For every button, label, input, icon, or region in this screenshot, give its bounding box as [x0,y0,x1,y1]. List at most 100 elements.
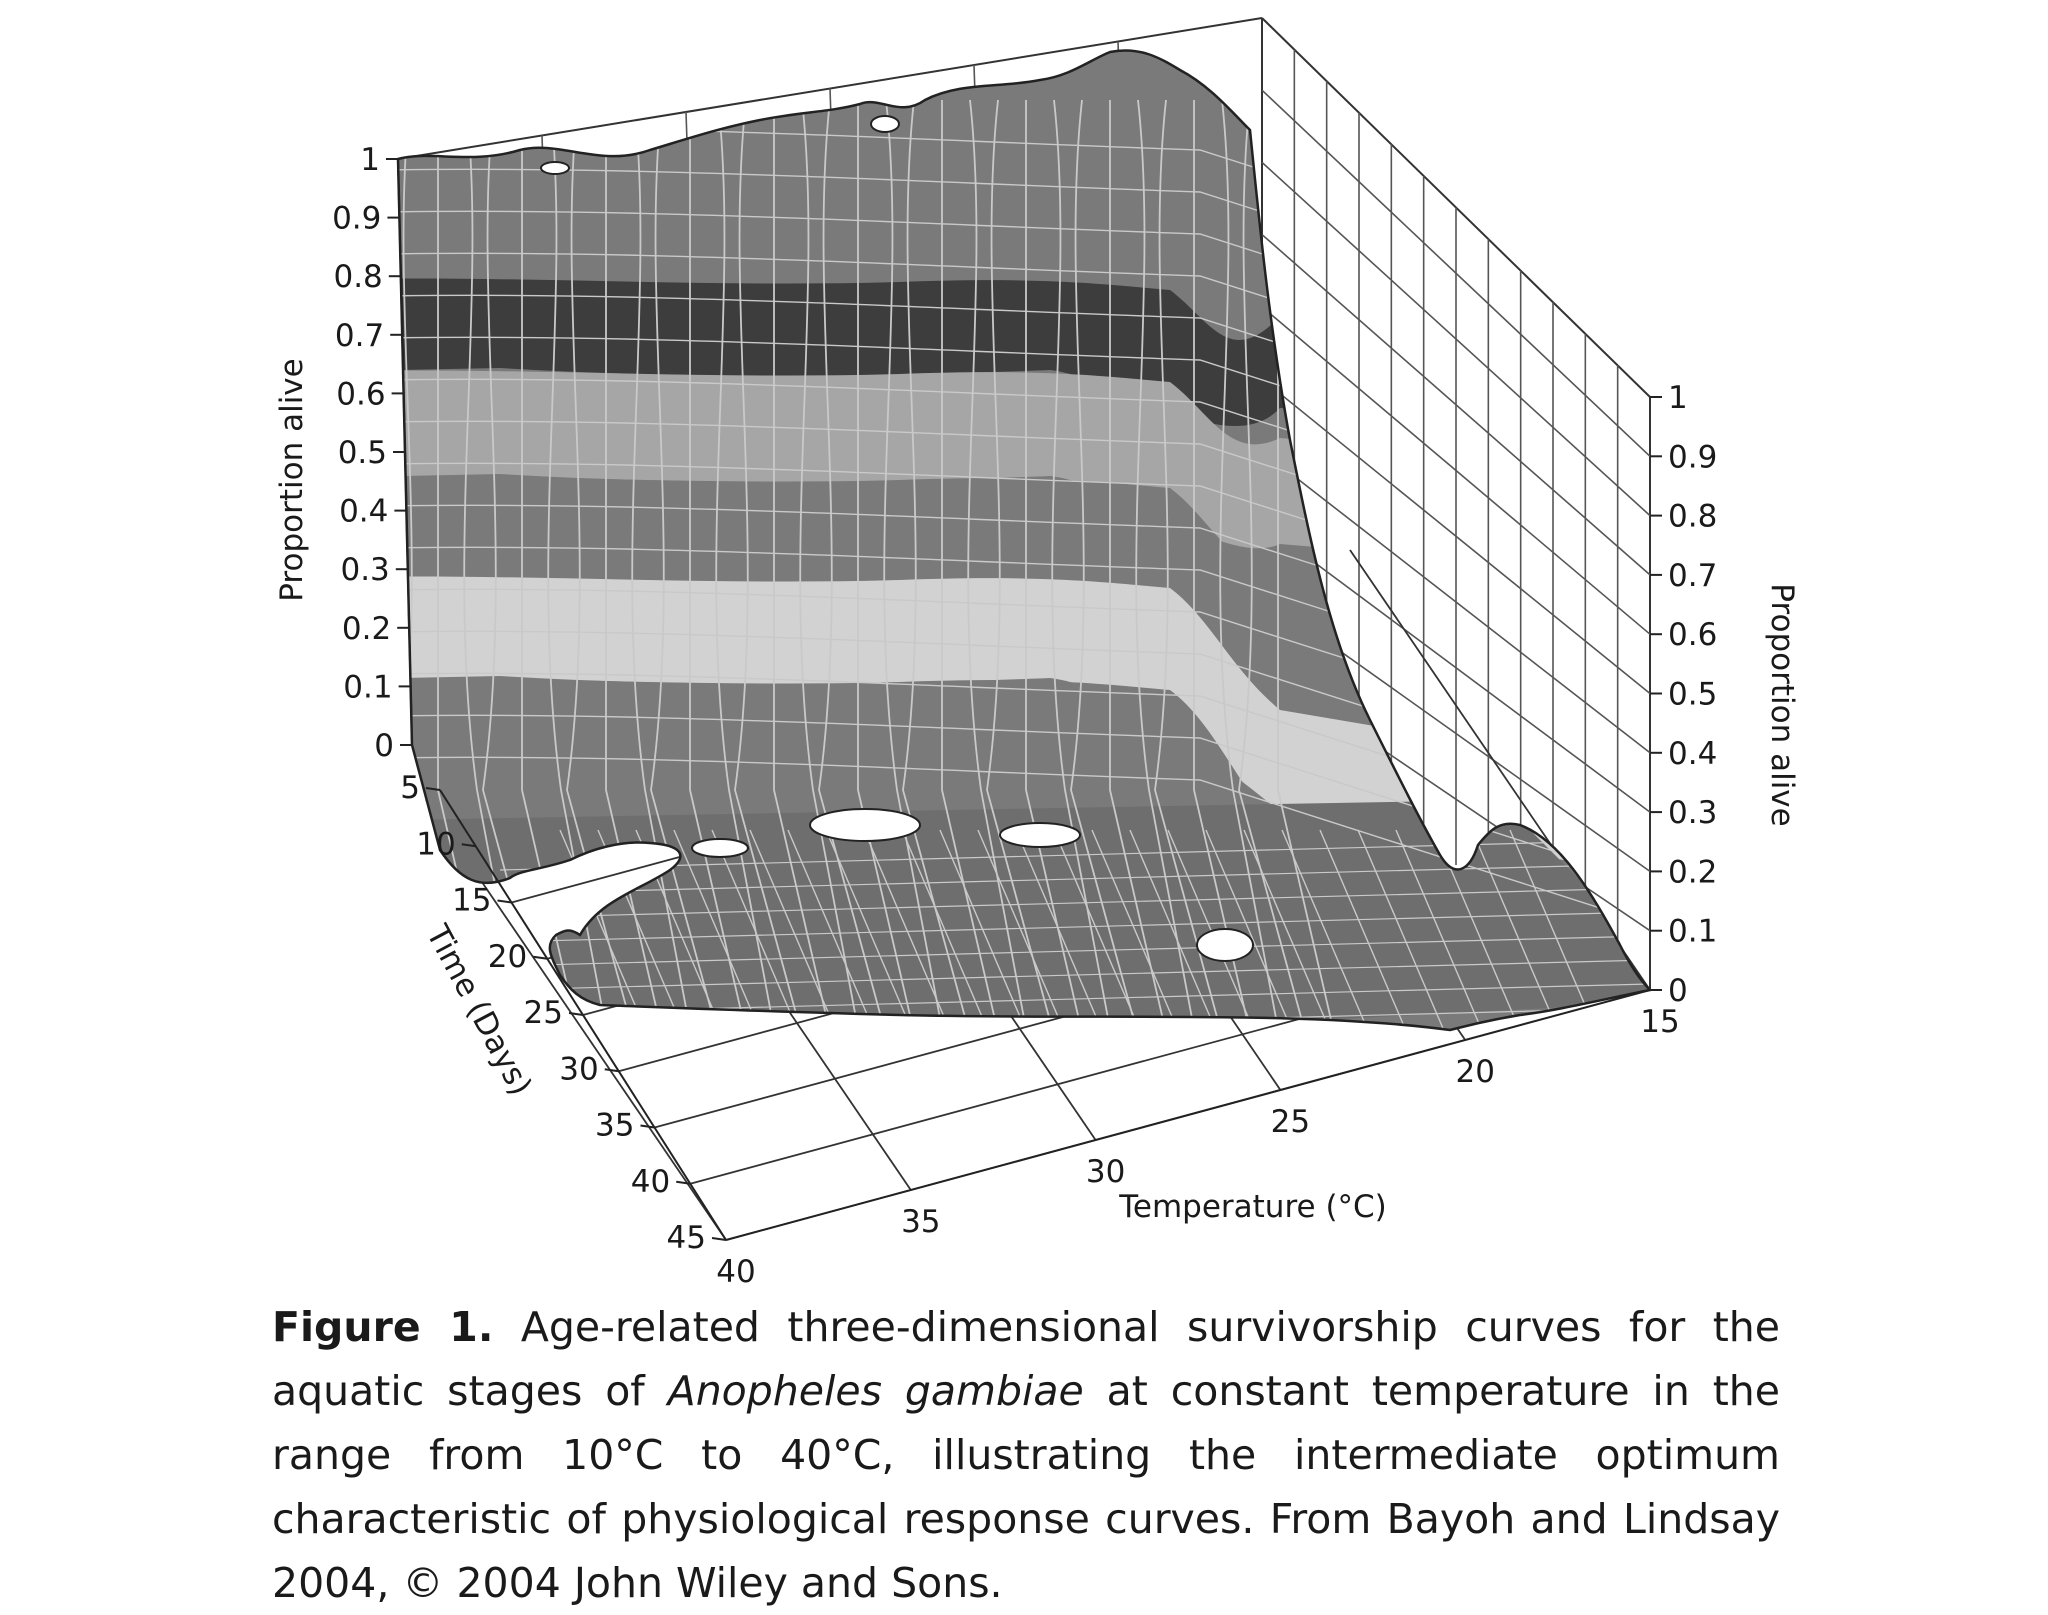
time-tick [461,843,476,848]
mesh-line [398,504,1650,689]
time-tick [676,1180,691,1185]
floor-mesh-line [1129,829,1221,1031]
floor-mesh-line [1053,829,1145,1031]
floor-mesh-line [1281,829,1373,1031]
surface-hole [870,115,900,133]
right-wall-gridline [1261,161,1651,517]
right-wall-gridline [1261,233,1651,576]
surface-hole [540,161,570,175]
time-tick-label: 40 [631,1164,670,1200]
right-z-tick-label: 0.8 [1668,499,1717,535]
mesh-line [398,462,1650,647]
time-tick [533,955,548,960]
mesh-line [463,99,527,1031]
left-z-tick-label: 0.7 [335,318,384,354]
floor-mesh-line [1243,829,1335,1031]
mesh-line [631,99,695,1031]
right-z-tick-label: 0.5 [1668,677,1717,713]
mesh-line [437,99,499,1031]
floor-mesh-line [1395,829,1487,1031]
time-tick [497,899,512,904]
mesh-line [398,336,1650,521]
mesh-line [650,99,723,1031]
right-z-tick-label: 0.9 [1668,439,1717,475]
mesh-line [734,99,807,1031]
floor-mesh-line [499,911,1650,943]
time-tick-label: 5 [400,770,420,806]
floor-mesh-line [1091,829,1183,1031]
time-tick [604,1068,619,1073]
left-z-axis-title: Proportion alive [274,358,310,601]
caption-text-part1: Age-related three-dimensional survivorsh… [272,1303,1780,1415]
temperature-axis [725,989,1651,1241]
temperature-tick-label: 25 [1271,1104,1310,1140]
floor-mesh-line [901,829,993,1031]
figure-label: Figure 1. [272,1303,494,1351]
right-wall-gridline [1261,378,1651,695]
mesh-line [398,588,1650,773]
mesh-line [1109,100,1171,1031]
left-z-tick-label: 0 [374,728,394,764]
left-z-tick-label: 0.6 [336,376,385,412]
floor-mesh-line [863,829,955,1031]
mesh-line [715,99,779,1031]
surface-hole [809,808,921,842]
mesh-line [689,99,751,1031]
right-z-tick-label: 0.1 [1668,914,1717,950]
time-tick-label: 10 [416,826,455,862]
left-z-tick-label: 1 [360,142,380,178]
left-z-tick-label: 0.9 [332,201,381,237]
mesh-line [941,100,1003,1031]
time-tick-label: 15 [452,883,491,919]
mesh-line [398,378,1650,563]
mesh-line [547,99,611,1031]
right-wall-gridline [1261,306,1651,635]
back-wall-grid [397,17,1651,990]
mesh-line [398,210,1650,395]
temperature-tick-label: 15 [1640,1004,1679,1040]
right-z-tick-label: 0 [1668,973,1688,1009]
survivorship-surface-chart: 1 0.9 0.8 0.7 0.6 0.5 0.4 0.3 0.2 0.1 0 Proportion … [274,17,1800,1290]
mesh-line [398,252,1650,437]
mesh-line [398,546,1650,731]
surface-hole [999,822,1081,848]
floor-mesh-line [1357,829,1449,1031]
mesh-line [1051,99,1115,1031]
floor-time-gridline [690,987,1412,1185]
temperature-tick-label: 40 [716,1254,755,1290]
mesh-line [1025,100,1087,1031]
mesh-line [986,99,1059,1031]
mesh-line [883,99,947,1031]
floor-mesh-line [1319,829,1411,1031]
mesh-line [566,99,639,1031]
time-tick [640,1124,655,1129]
temperature-axis-title: Temperature (°C) [1118,1189,1387,1225]
right-z-axis-title: Proportion alive [1764,583,1800,826]
surface-outline [396,49,1653,1032]
surface-floor-region [400,800,1650,1031]
mesh-line [398,420,1650,605]
right-z-tick-label: 1 [1668,380,1688,416]
time-tick-label: 25 [524,995,563,1031]
right-z-tick-label: 0.3 [1668,795,1717,831]
floor-mesh-line [825,829,917,1031]
floor-mesh-line [499,887,1650,919]
mesh-line [1070,99,1143,1031]
surface-hole [1196,928,1254,962]
mesh-line [902,99,975,1031]
mesh-line [398,714,1650,899]
time-tick-label: 20 [488,939,527,975]
mesh-line [818,99,891,1031]
right-z-tick-label: 0.2 [1668,854,1717,890]
caption-species: Anopheles gambiae [667,1367,1084,1415]
left-z-tick-label: 0.3 [340,552,389,588]
mesh-line [1238,99,1311,1031]
mesh-line [521,100,583,1031]
temperature-tick-label: 20 [1455,1054,1494,1090]
temperature-tick-label: 30 [1086,1154,1125,1190]
time-tick [711,1237,727,1241]
left-z-tick-label: 0.4 [339,494,388,530]
right-z-tick-label: 0.6 [1668,617,1717,653]
floor-mesh-line [1471,829,1563,1031]
mesh-line [605,100,667,1031]
